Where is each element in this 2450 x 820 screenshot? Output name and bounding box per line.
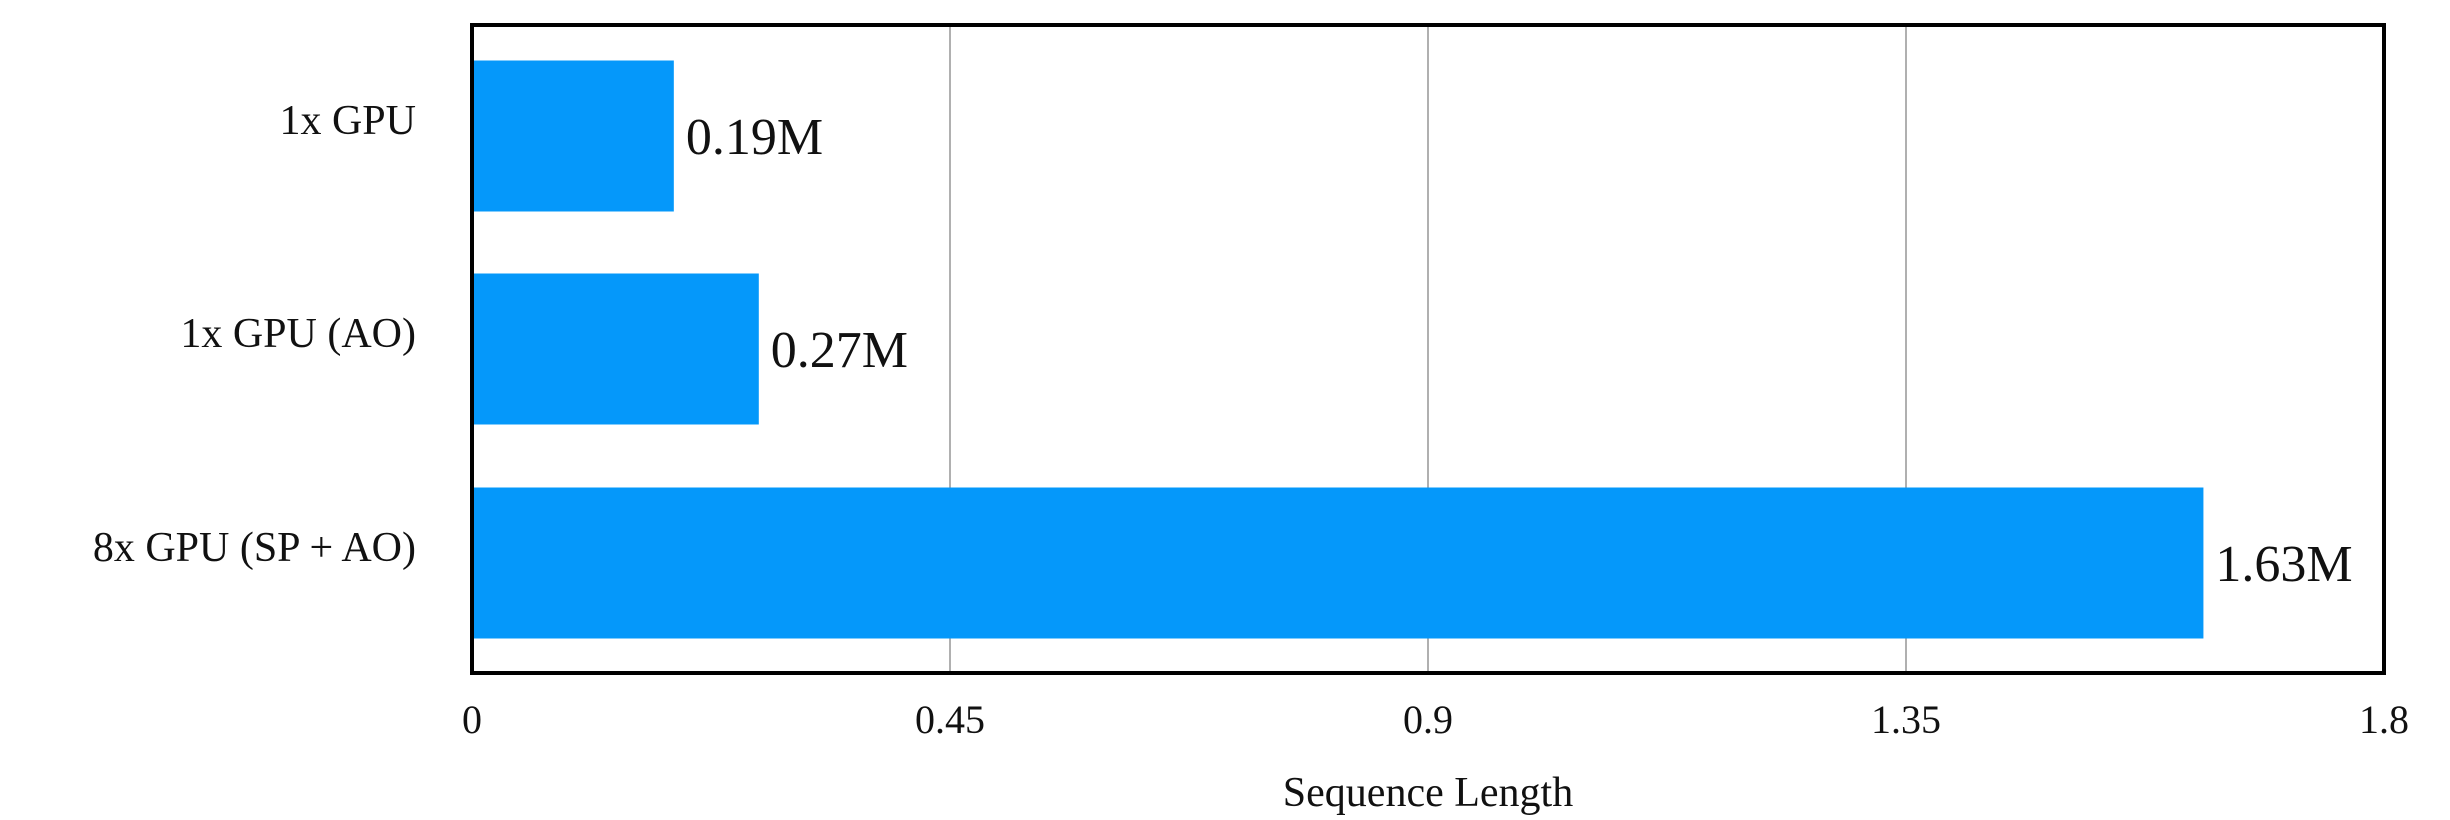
bar [472, 273, 759, 425]
plot-frame [470, 23, 2386, 675]
x-tick-label: 1.35 [1871, 697, 1941, 742]
x-tick-label: 1.8 [2359, 697, 2409, 742]
category-label: 8x GPU (SP + AO) [93, 525, 416, 571]
x-tick-label: 0 [462, 697, 482, 742]
bars [472, 60, 2204, 639]
x-tick-label: 0.45 [915, 697, 985, 742]
value-labels: 0.19M 0.27M 1.63M [686, 109, 2353, 593]
x-axis-title: Sequence Length [1283, 770, 1573, 816]
category-label: 1x GPU (AO) [180, 311, 416, 357]
category-labels: 1x GPU 1x GPU (AO) 8x GPU (SP + AO) [93, 98, 416, 571]
x-tick-labels: 0 0.45 0.9 1.35 1.8 [462, 697, 2409, 742]
bar-value-label: 1.63M [2215, 536, 2352, 593]
bar-value-label: 0.19M [686, 109, 823, 166]
bar [472, 487, 2204, 639]
category-label: 1x GPU [279, 98, 416, 144]
bar-value-label: 0.27M [771, 322, 908, 379]
plot-border [470, 23, 2386, 675]
bar [472, 60, 674, 212]
x-tick-label: 0.9 [1403, 697, 1453, 742]
